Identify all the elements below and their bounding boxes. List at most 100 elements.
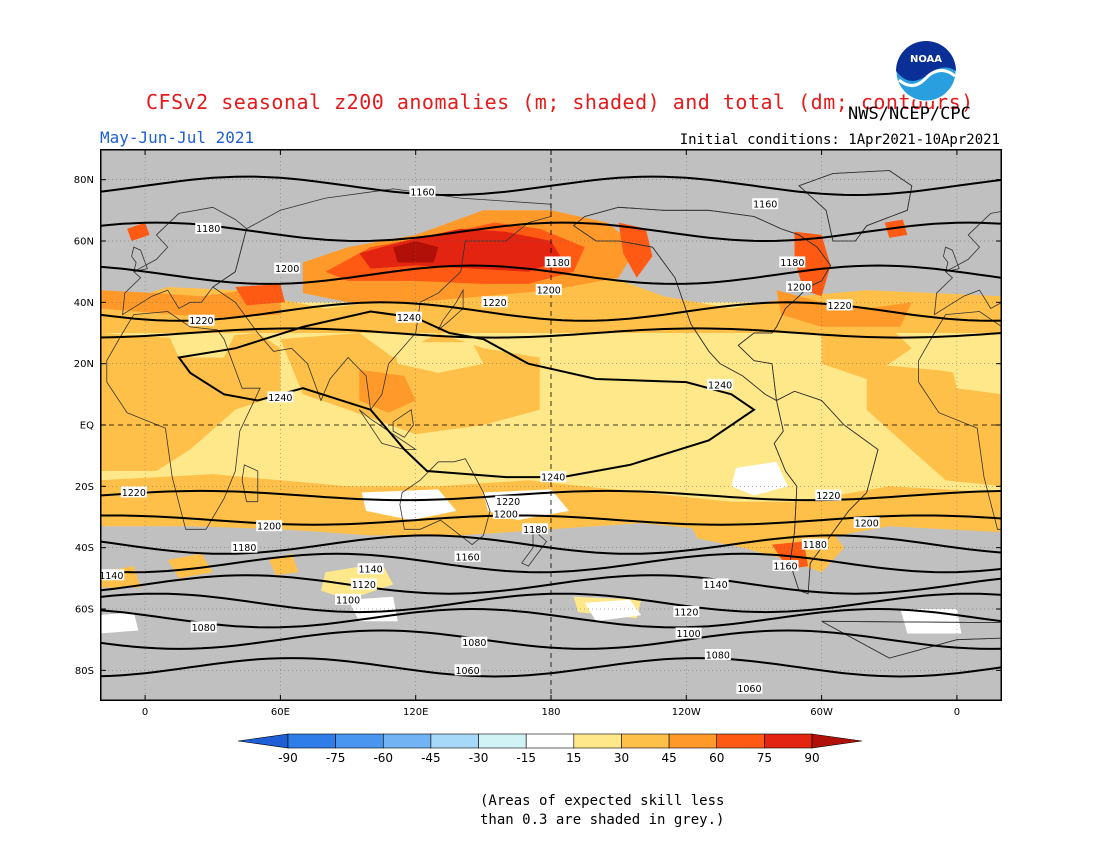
skill-note: (Areas of expected skill less than 0.3 a… — [480, 792, 724, 830]
contour-label: 1180 — [779, 256, 806, 269]
contour-label: 1200 — [786, 281, 813, 294]
longitude-tick-label: 0 — [142, 707, 148, 718]
skill-note-line2: than 0.3 are shaded in grey.) — [480, 812, 725, 828]
southern-pacific-white — [584, 599, 642, 622]
svg-text:1240: 1240 — [268, 393, 292, 404]
latitude-tick-label: 20N — [74, 359, 94, 370]
asia-dark-red — [393, 241, 439, 263]
colorbar-label: -90 — [278, 751, 298, 765]
svg-text:1160: 1160 — [410, 187, 434, 198]
coastline — [572, 206, 832, 402]
contour-1200 — [100, 514, 1002, 526]
contour-1080 — [100, 629, 1002, 650]
contour-1100 — [100, 607, 1002, 629]
colorbar-label: -75 — [326, 751, 346, 765]
colorbar-segment — [478, 733, 527, 749]
contour-label: 1200 — [274, 262, 301, 275]
contour-label: 1120 — [350, 578, 377, 591]
contour-label: 1220 — [481, 296, 508, 309]
initial-conditions: Initial conditions: 1Apr2021-10Apr2021 — [679, 132, 1000, 148]
colorbar-segment — [764, 733, 813, 749]
contour-label: 1060 — [736, 682, 763, 695]
colorbar-label: 15 — [566, 751, 581, 765]
colorbar-label: 75 — [757, 751, 772, 765]
contour-label: 1160 — [454, 550, 481, 563]
contour-label: 1180 — [801, 538, 828, 551]
coastline — [942, 246, 960, 273]
colorbar-label: -15 — [516, 751, 536, 765]
svg-text:1140: 1140 — [359, 565, 383, 576]
svg-text:1220: 1220 — [496, 497, 520, 508]
colorbar-segment — [430, 733, 479, 749]
svg-text:1140: 1140 — [100, 571, 123, 582]
colorbar-segment — [238, 733, 289, 749]
contour-label: 1080 — [704, 649, 731, 662]
contour-label: 1160 — [772, 560, 799, 573]
contour-1120 — [100, 592, 1002, 614]
contour-label: 1140 — [357, 563, 384, 576]
coastline — [131, 246, 148, 273]
svg-text:1180: 1180 — [232, 543, 256, 554]
contour-label: 1240 — [267, 391, 294, 404]
se-pacific-white — [731, 461, 788, 496]
longitude-tick-label: 180 — [541, 707, 560, 718]
longitude-tick-label: 60E — [271, 707, 290, 718]
svg-text:1220: 1220 — [483, 298, 507, 309]
svg-text:1200: 1200 — [275, 264, 299, 275]
svg-text:1220: 1220 — [122, 488, 146, 499]
svg-text:1200: 1200 — [787, 283, 811, 294]
svg-text:1240: 1240 — [541, 473, 565, 484]
contour-1160 — [100, 175, 1002, 197]
caspian-red — [235, 283, 285, 306]
colorbar: -90 -75 -60 -45 -30 -15 15 30 45 60 75 90 — [238, 733, 862, 765]
latitude-tick-label: 60N — [74, 237, 94, 248]
na-tropic-orange — [821, 326, 912, 379]
contour-label: 1100 — [335, 593, 362, 606]
contour-label: 1160 — [752, 198, 779, 211]
logo-text: NOAA — [910, 54, 942, 65]
contour-label: 1180 — [544, 256, 571, 269]
svg-text:1200: 1200 — [257, 522, 281, 533]
colorbar-label: 90 — [804, 751, 819, 765]
colorbar-segment — [573, 733, 622, 749]
latitude-tick-label: 80N — [74, 175, 94, 186]
colorbar-segment — [716, 733, 765, 749]
colorbar-segment — [668, 733, 718, 749]
atlantic-tropic-orange — [866, 363, 1002, 487]
svg-text:1120: 1120 — [352, 580, 376, 591]
svg-text:1080: 1080 — [462, 638, 486, 649]
colorbar-segment — [811, 733, 862, 749]
colorbar-label: -30 — [469, 751, 489, 765]
svg-text:1240: 1240 — [708, 381, 732, 392]
latitude-tick-label: 40N — [74, 298, 94, 309]
svg-text:1160: 1160 — [455, 552, 479, 563]
latitude-tick-label: 60S — [75, 605, 94, 616]
coastline — [437, 288, 464, 331]
anomaly-shading — [100, 149, 1002, 701]
contour-1220 — [100, 489, 1002, 502]
latitude-tick-label: 80S — [75, 666, 94, 677]
svg-text:1140: 1140 — [704, 580, 728, 591]
contour-label: 1200 — [535, 284, 562, 297]
noaa-logo: NOAA — [895, 40, 957, 102]
coastline — [399, 458, 491, 546]
contour-1060 — [100, 657, 1002, 678]
map-title: CFSv2 seasonal z200 anomalies (m; shaded… — [146, 90, 974, 114]
australia-white — [361, 489, 457, 521]
contour-label: 1160 — [409, 185, 436, 198]
svg-text:1180: 1180 — [523, 525, 547, 536]
colorbar-label: 60 — [709, 751, 724, 765]
colorbar-segment — [335, 733, 384, 749]
forecast-period: May-Jun-Jul 2021 — [100, 128, 255, 147]
svg-text:1160: 1160 — [773, 562, 797, 573]
svg-text:1060: 1060 — [737, 684, 761, 695]
contour-label: 1140 — [702, 578, 729, 591]
contour-label: 1200 — [853, 517, 880, 530]
contour-label: 1180 — [522, 523, 549, 536]
colorbar-segment — [382, 733, 432, 749]
svg-text:1080: 1080 — [706, 651, 730, 662]
latitude-tick-label: 20S — [75, 482, 94, 493]
contour-label: 1100 — [675, 627, 702, 640]
